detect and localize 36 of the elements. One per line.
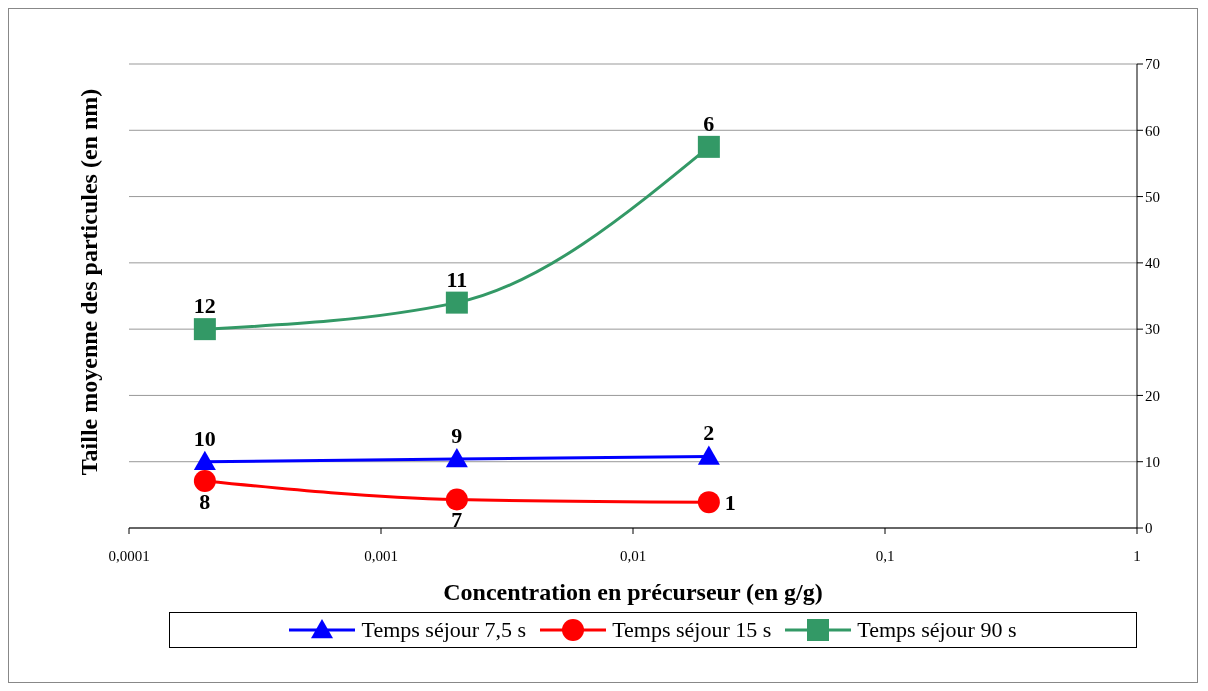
y-tick-label: 0 [1145,520,1153,537]
legend-label: Temps séjour 90 s [857,617,1017,643]
y-tick-label: 20 [1145,387,1160,404]
y-tick-label: 50 [1145,188,1160,205]
annotation: 9 [451,423,463,449]
annotation: 11 [446,266,468,292]
x-tick-label: 0,01 [619,547,647,564]
y-axis-title: Taille moyenne des particules (en nm) [75,88,103,476]
annotation: 6 [703,110,715,136]
annotation: 12 [193,293,216,319]
x-tick-label: 1 [1133,547,1141,564]
y-tick-label: 30 [1145,321,1160,338]
x-axis-title: Concentration en précurseur (en g/g) [443,579,823,605]
point [445,488,468,511]
y-tick-label: 10 [1145,454,1160,471]
annotation: 2 [703,420,715,446]
y-tick-label: 70 [1145,56,1160,73]
point [697,491,720,514]
point [193,469,216,492]
point [697,445,720,465]
x-tick-label: 0,001 [364,547,398,564]
point [445,448,468,468]
annotation: 10 [193,425,216,451]
y-tick-label: 40 [1145,255,1160,272]
annotation: 7 [451,507,463,533]
legend-label: Temps séjour 15 s [612,617,772,643]
x-tick-label: 0,0001 [108,547,150,564]
point [193,318,216,341]
point [445,291,468,314]
x-tick-label: 0,1 [875,547,895,564]
y-tick-label: 60 [1145,122,1160,139]
legend-label: Temps séjour 7,5 s [361,617,527,643]
point [193,450,216,470]
annotation: 1 [724,489,736,515]
annotation: 8 [199,488,211,514]
point [697,135,720,158]
